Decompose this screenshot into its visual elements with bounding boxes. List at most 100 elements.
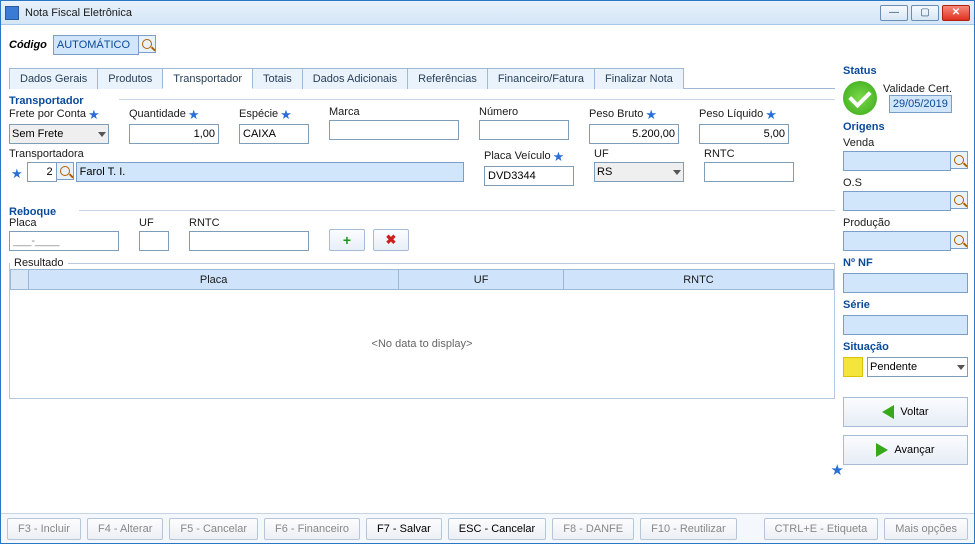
transportadora-name-field[interactable]: Farol T. I. — [76, 162, 464, 182]
validade-date: 29/05/2019 — [889, 95, 952, 113]
codigo-field[interactable]: AUTOMÁTICO — [53, 35, 139, 55]
tab-dados-gerais[interactable]: Dados Gerais — [9, 68, 98, 89]
close-button[interactable]: ✕ — [942, 5, 970, 21]
numero-input[interactable] — [479, 120, 569, 140]
grid-row-header[interactable] — [11, 270, 29, 290]
esc-cancelar-button[interactable]: ESC - Cancelar — [448, 518, 546, 540]
col-placa[interactable]: Placa — [29, 270, 399, 290]
peso-bruto-label: Peso Bruto — [589, 108, 643, 120]
os-search-button[interactable] — [950, 191, 968, 209]
required-icon: ★ — [765, 107, 777, 123]
qtd-label: Quantidade — [129, 108, 186, 120]
grid-nodata: <No data to display> — [10, 290, 834, 398]
tab-produtos[interactable]: Produtos — [97, 68, 163, 89]
search-icon — [142, 39, 152, 49]
avancar-button[interactable]: Avançar — [843, 435, 968, 465]
required-icon: ★ — [88, 107, 100, 123]
status-title: Status — [843, 65, 968, 77]
cross-icon: ✖ — [386, 232, 397, 248]
producao-label: Produção — [843, 217, 968, 229]
tab-financeiro-fatura[interactable]: Financeiro/Fatura — [487, 68, 595, 89]
reboque-placa-input[interactable] — [9, 231, 119, 251]
footer-toolbar: F3 - Incluir F4 - Alterar F5 - Cancelar … — [1, 513, 974, 543]
frete-dropdown[interactable]: Sem Frete — [9, 124, 109, 144]
validade-label: Validade Cert. — [883, 83, 952, 95]
tab-referencias[interactable]: Referências — [407, 68, 488, 89]
reboque-placa-label: Placa — [9, 217, 37, 229]
reboque-uf-input[interactable] — [139, 231, 169, 251]
maximize-button[interactable]: ▢ — [911, 5, 939, 21]
os-field[interactable] — [843, 191, 951, 211]
ctrl-e-etiqueta-button[interactable]: CTRL+E - Etiqueta — [764, 518, 879, 540]
minimize-button[interactable]: — — [880, 5, 908, 21]
transportadora-search-button[interactable] — [56, 162, 74, 180]
peso-liq-label: Peso Líquido — [699, 108, 763, 120]
f8-danfe-button[interactable]: F8 - DANFE — [552, 518, 634, 540]
nf-title: Nº NF — [843, 257, 968, 269]
search-icon — [60, 166, 70, 176]
voltar-button[interactable]: Voltar — [843, 397, 968, 427]
venda-label: Venda — [843, 137, 968, 149]
f10-reutilizar-button[interactable]: F10 - Reutilizar — [640, 518, 737, 540]
uf-dropdown[interactable]: RS — [594, 162, 684, 182]
venda-field[interactable] — [843, 151, 951, 171]
f3-incluir-button[interactable]: F3 - Incluir — [7, 518, 81, 540]
arrow-left-icon — [882, 405, 894, 419]
reboque-rntc-input[interactable] — [189, 231, 309, 251]
f4-alterar-button[interactable]: F4 - Alterar — [87, 518, 163, 540]
plus-icon: + — [343, 232, 351, 248]
nf-field[interactable] — [843, 273, 968, 293]
placa-veiculo-label: Placa Veículo — [484, 150, 551, 162]
app-window: Nota Fiscal Eletrônica — ▢ ✕ Código AUTO… — [0, 0, 975, 544]
search-icon — [954, 235, 964, 245]
qtd-input[interactable] — [129, 124, 219, 144]
origens-title: Origens — [843, 121, 968, 133]
reboque-remove-button[interactable]: ✖ — [373, 229, 409, 251]
f6-financeiro-button[interactable]: F6 - Financeiro — [264, 518, 360, 540]
tab-totais[interactable]: Totais — [252, 68, 303, 89]
resultado-legend: Resultado — [10, 257, 68, 269]
required-icon: ★ — [11, 166, 23, 183]
titlebar: Nota Fiscal Eletrônica — ▢ ✕ — [1, 1, 974, 25]
frete-label: Frete por Conta — [9, 108, 86, 120]
situacao-dropdown[interactable]: Pendente — [867, 357, 968, 377]
tab-transportador[interactable]: Transportador — [162, 68, 253, 89]
placa-veiculo-input[interactable] — [484, 166, 574, 186]
peso-liq-input[interactable] — [699, 124, 789, 144]
mais-opcoes-button[interactable]: Mais opções — [884, 518, 968, 540]
uf-label: UF — [594, 148, 609, 160]
marca-input[interactable] — [329, 120, 459, 140]
codigo-label: Código — [9, 39, 47, 51]
peso-bruto-input[interactable] — [589, 124, 679, 144]
f7-salvar-button[interactable]: F7 - Salvar — [366, 518, 442, 540]
arrow-right-icon — [876, 443, 888, 457]
f5-cancelar-button[interactable]: F5 - Cancelar — [169, 518, 258, 540]
search-icon — [954, 155, 964, 165]
situacao-title: Situação — [843, 341, 968, 353]
venda-search-button[interactable] — [950, 151, 968, 169]
reboque-add-button[interactable]: + — [329, 229, 365, 251]
required-icon: ★ — [188, 107, 200, 123]
especie-input[interactable] — [239, 124, 309, 144]
rntc-input[interactable] — [704, 162, 794, 182]
tab-finalizar-nota[interactable]: Finalizar Nota — [594, 68, 684, 89]
col-rntc[interactable]: RNTC — [563, 270, 833, 290]
transportadora-code-input[interactable] — [27, 162, 57, 182]
especie-label: Espécie — [239, 108, 278, 120]
required-icon: ★ — [645, 107, 657, 123]
transportadora-label: Transportadora — [9, 148, 84, 160]
serie-field[interactable] — [843, 315, 968, 335]
reboque-rntc-label: RNTC — [189, 217, 220, 229]
tab-dados-adicionais[interactable]: Dados Adicionais — [302, 68, 408, 89]
marca-label: Marca — [329, 106, 360, 118]
producao-search-button[interactable] — [950, 231, 968, 249]
producao-field[interactable] — [843, 231, 951, 251]
serie-title: Série — [843, 299, 968, 311]
col-uf[interactable]: UF — [399, 270, 564, 290]
reboque-uf-label: UF — [139, 217, 154, 229]
window-title: Nota Fiscal Eletrônica — [25, 7, 880, 19]
tabstrip: Dados Gerais Produtos Transportador Tota… — [9, 67, 835, 89]
codigo-search-button[interactable] — [138, 35, 156, 53]
search-icon — [954, 195, 964, 205]
required-icon: ★ — [553, 149, 565, 165]
